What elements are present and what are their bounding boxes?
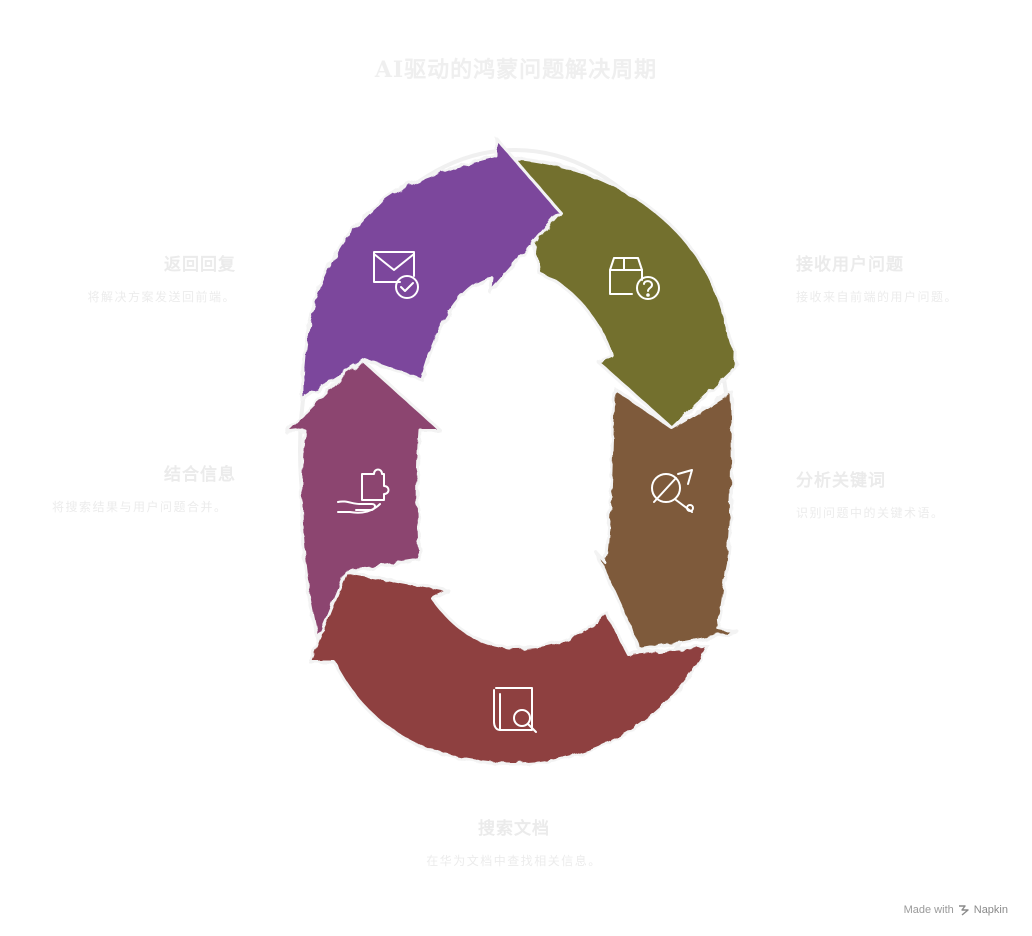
step-combine-title: 结合信息 xyxy=(164,465,236,485)
step-analyze-title: 分析关键词 xyxy=(796,471,886,491)
hand-puzzle-icon xyxy=(337,468,390,514)
made-with-badge[interactable]: Made with Napkin xyxy=(904,904,1008,916)
step-combine: 结合信息 将搜索结果与用户问题合并。 xyxy=(52,460,236,516)
step-receive: 接收用户问题 接收来自前端的用户问题。 xyxy=(796,250,996,306)
napkin-logo-icon xyxy=(958,905,969,916)
mail-check-icon xyxy=(373,251,419,299)
made-with-text: Made with xyxy=(903,904,954,916)
step-combine-desc: 将搜索结果与用户问题合并。 xyxy=(52,500,228,514)
step-return-title: 返回回复 xyxy=(164,255,236,275)
intersect-arrow-icon xyxy=(651,469,694,513)
step-search-title: 搜索文档 xyxy=(478,819,550,839)
segment-search[interactable] xyxy=(308,570,710,766)
step-search-desc: 在华为文档中查找相关信息。 xyxy=(426,854,602,868)
diagram-title: AI驱动的鸿蒙问题解决周期 xyxy=(374,57,658,83)
napkin-brand-text: Napkin xyxy=(973,904,1008,916)
step-return: 返回回复 将解决方案发送回前端。 xyxy=(40,250,236,306)
step-search: 搜索文档 在华为文档中查找相关信息。 xyxy=(424,814,604,870)
package-question-icon xyxy=(609,257,660,300)
segment-return[interactable] xyxy=(300,136,562,402)
segment-analyze[interactable] xyxy=(594,386,740,652)
step-receive-desc: 接收来自前端的用户问题。 xyxy=(796,290,959,304)
book-search-icon xyxy=(493,687,537,733)
step-analyze-desc: 识别问题中的关键术语。 xyxy=(796,506,945,520)
step-analyze: 分析关键词 识别问题中的关键术语。 xyxy=(796,466,996,522)
step-receive-title: 接收用户问题 xyxy=(796,255,904,275)
step-return-desc: 将解决方案发送回前端。 xyxy=(87,290,236,304)
